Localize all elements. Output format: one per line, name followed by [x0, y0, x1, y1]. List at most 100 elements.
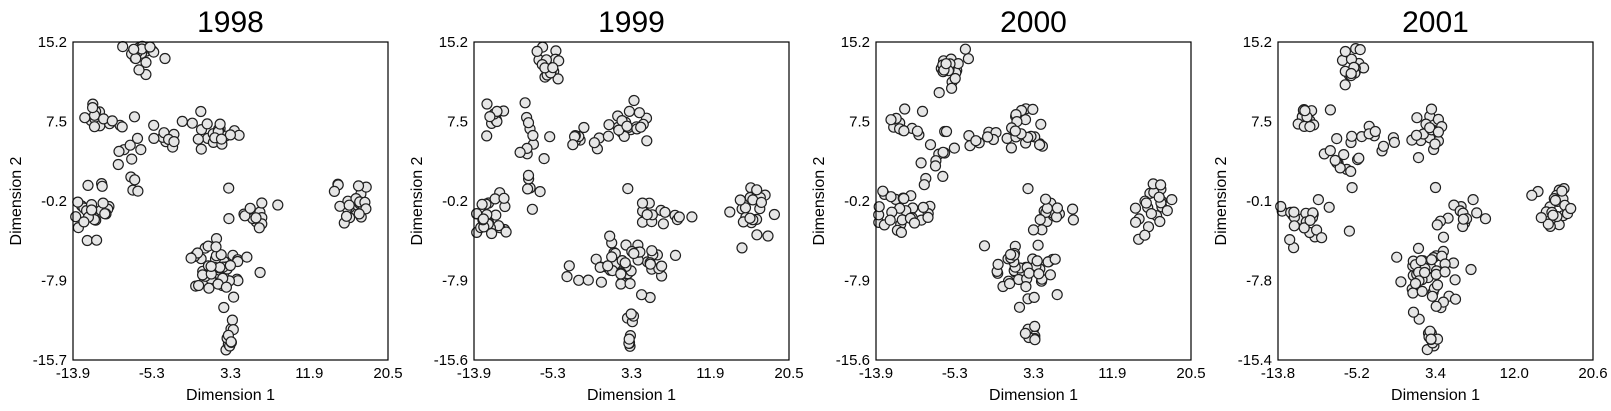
- x-tick-label: 3.4: [1425, 365, 1446, 382]
- scatter-point: [659, 206, 671, 218]
- scatter-point: [148, 132, 160, 144]
- scatter-point: [1391, 251, 1403, 263]
- scatter-point: [88, 121, 101, 133]
- scatter-point: [744, 212, 756, 224]
- scatter-point: [898, 192, 910, 205]
- scatter-point: [132, 185, 144, 197]
- scatter-point: [1323, 201, 1335, 213]
- scatter-point: [606, 251, 618, 263]
- scatter-point: [1310, 224, 1323, 236]
- panel-title: 1998: [197, 6, 264, 39]
- y-tick-label: -15.6: [836, 352, 870, 369]
- plot-frame: [875, 41, 1192, 361]
- scatter-point: [519, 97, 531, 109]
- scatter-point: [635, 121, 647, 133]
- scatter-point: [621, 120, 633, 132]
- scatter-point: [1467, 194, 1479, 206]
- scatter-point: [97, 197, 109, 209]
- scatter-point: [1315, 232, 1328, 244]
- scatter-points: [873, 43, 1178, 346]
- scatter-point: [1395, 276, 1407, 288]
- scatter-point: [82, 179, 94, 191]
- panel-2001: 2001 -13.8 -5.2 3.4 12.0 20.6 -15.4 -7.8 -0.1 7.5…: [1213, 6, 1608, 404]
- x-tick-label: 12.0: [1500, 365, 1529, 382]
- scatter-point: [1412, 152, 1425, 164]
- scatter-point: [949, 72, 961, 85]
- scatter-point: [595, 276, 608, 288]
- scatter-point: [633, 107, 646, 119]
- scatter-point: [940, 125, 953, 138]
- scatter-point: [1407, 306, 1420, 318]
- scatter-point: [563, 260, 575, 272]
- panel-title: 2001: [1402, 6, 1469, 39]
- scatter-point: [85, 204, 98, 216]
- scatter-point: [603, 119, 615, 131]
- scatter-points: [70, 40, 372, 356]
- y-tick-label: -0.2: [844, 193, 870, 210]
- scatter-point: [334, 200, 346, 212]
- scatter-point: [578, 121, 590, 134]
- scatter-point: [915, 157, 927, 169]
- scatter-point: [751, 184, 763, 196]
- scatter-point: [615, 278, 627, 290]
- scatter-point: [582, 274, 594, 286]
- scatter-point: [1051, 202, 1064, 214]
- scatter-point: [885, 191, 897, 203]
- scatter-point: [1565, 202, 1577, 215]
- scatter-point: [144, 41, 156, 53]
- scatter-point: [1288, 206, 1300, 218]
- x-tick-label: 3.3: [621, 365, 642, 382]
- scatter-point: [1140, 197, 1152, 209]
- y-tick-label: -15.6: [434, 352, 468, 369]
- scatter-point: [628, 247, 640, 260]
- scatter-point: [1154, 179, 1167, 191]
- scatter-point: [1129, 202, 1142, 214]
- scatter-point: [641, 209, 653, 221]
- scatter-point: [1020, 281, 1032, 293]
- scatter-point: [1429, 138, 1441, 150]
- scatter-point: [1457, 213, 1470, 225]
- scatter-point: [917, 201, 929, 213]
- y-tick-label: -0.1: [1246, 193, 1272, 210]
- scatter-point: [937, 146, 949, 158]
- scatter-point: [937, 170, 949, 182]
- scatter-point: [526, 203, 539, 215]
- scatter-point: [673, 211, 685, 223]
- y-axis-label: Dimension 2: [8, 156, 25, 245]
- scatter-point: [1410, 129, 1423, 141]
- scatter-point: [1449, 293, 1462, 305]
- scatter-point: [1019, 327, 1032, 339]
- scatter-point: [1343, 225, 1356, 237]
- scatter-point: [185, 252, 197, 264]
- scatter-point: [476, 198, 488, 210]
- scatter-point: [623, 105, 636, 118]
- y-tick-label: -7.8: [1246, 273, 1272, 290]
- scatter-point: [1039, 193, 1052, 205]
- scatter-point: [514, 146, 526, 158]
- scatter-point: [159, 52, 171, 65]
- scatter-point: [126, 153, 138, 165]
- y-axis-label: Dimension 2: [811, 156, 828, 245]
- scatter-point: [1425, 103, 1438, 115]
- scatter-point: [1013, 301, 1026, 313]
- scatter-point: [918, 179, 930, 191]
- x-axis-label: Dimension 1: [1391, 387, 1480, 404]
- scatter-point: [215, 249, 227, 261]
- scatter-point: [1129, 216, 1142, 228]
- scatter-point: [1425, 333, 1437, 345]
- x-axis-label: Dimension 1: [989, 387, 1078, 404]
- scatter-point: [1369, 125, 1381, 138]
- plot-frame: [1277, 41, 1594, 361]
- scatter-point: [1345, 165, 1357, 177]
- scatter-point: [1032, 239, 1044, 251]
- scatter-point: [1324, 145, 1336, 157]
- scatter-point: [1535, 212, 1547, 224]
- scatter-point: [1338, 149, 1350, 161]
- scatter-point: [340, 210, 353, 222]
- scatter-point: [1066, 203, 1079, 215]
- scatter-point: [353, 208, 365, 220]
- scatter-point: [1023, 267, 1035, 279]
- scatter-point: [736, 242, 748, 254]
- x-tick-label: 11.9: [1098, 365, 1126, 382]
